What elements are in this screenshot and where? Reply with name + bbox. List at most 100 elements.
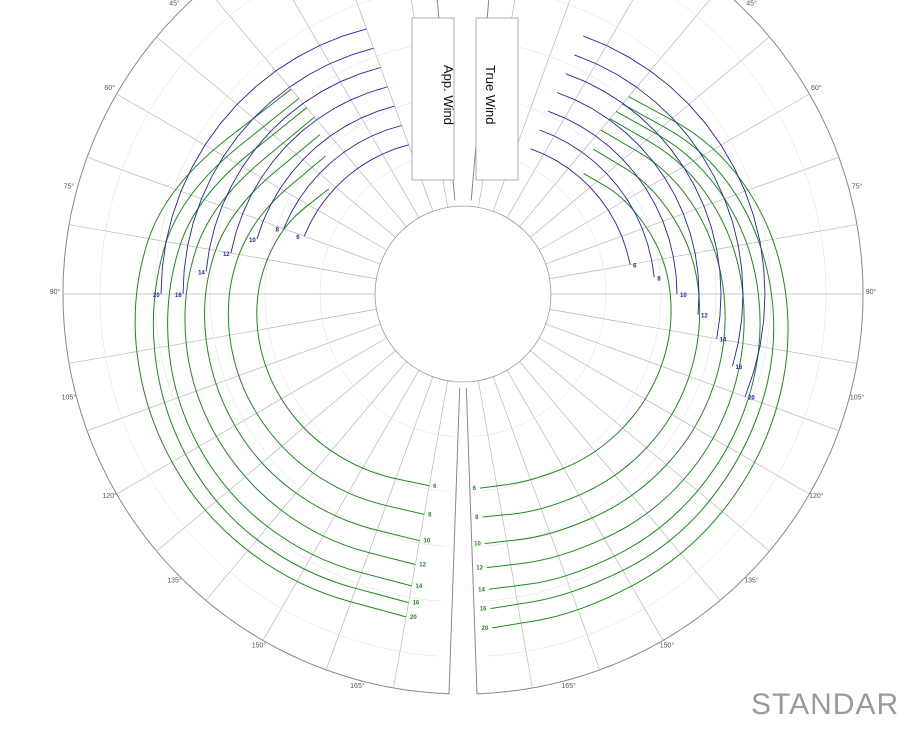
left-spoke [325,376,434,670]
right-spoke [545,323,839,432]
right-angle-tick: 165° [561,682,576,690]
left-spoke [393,380,449,688]
left-speed-ring [209,43,446,547]
right-panel-box [475,17,519,181]
right-angle-tick: 90° [866,288,877,296]
left-indicator-label-20: 20 [153,293,160,299]
left-indicator-label-10: 10 [249,238,256,244]
left-spoke [116,337,387,495]
left-spoke [205,361,407,601]
left-curve-16 [152,98,409,604]
curve-labels: 6 8 10 12 14 16 20 6 8 10 12 14 16 20 6 8 10 12 14 16 20 6 8 10… [153,228,755,632]
right-curve-10 [484,129,726,544]
left-angle-tick: 165° [350,682,365,690]
left-angle-tick: 90° [50,288,61,296]
left-angle-tick: 75° [64,182,75,190]
right-indicator-curve-8 [539,129,655,278]
right-curve-label-6: 6 [473,486,477,492]
right-curve-label-8: 8 [475,515,479,521]
left-spoke [69,224,377,280]
right-spoke [477,380,533,688]
left-indicator-curve-8 [283,125,402,229]
right-angle-tick: 45° [746,0,757,8]
right-indicator-label-8: 8 [657,276,661,282]
left-curve-8 [227,155,425,515]
right-angle-tick: 60° [811,84,822,92]
right-spoke [519,0,711,227]
right-angle-tick: 150° [660,641,675,649]
right-speed-ring [476,97,662,492]
left-fan-outline [62,0,461,695]
left-indicator-curve-20 [160,28,367,295]
left-spoke [215,0,407,227]
left-spoke [156,350,396,552]
left-indicator-label-14: 14 [198,271,205,277]
right-indicator-label-10: 10 [680,293,687,299]
right-indicator-curve-6 [530,148,631,265]
left-angle-tick: 60° [104,84,115,92]
right-curve-label-12: 12 [476,566,483,572]
polar-curves [134,28,789,629]
apparent-wind-label: App. Wind [441,65,456,125]
left-speed-ring [264,97,450,492]
left-curve-6 [256,188,430,487]
right-spoke [492,376,601,670]
right-indicator-label-16: 16 [736,365,743,371]
left-angle-tick: 150° [252,641,267,649]
left-spoke [292,0,420,218]
right-spoke [506,370,664,641]
center-hub [374,205,552,383]
left-spoke [116,93,387,251]
right-spoke [545,156,839,265]
right-speed-ring [484,0,772,602]
left-spoke [69,308,377,364]
right-curve-6 [479,172,672,489]
right-indicator-label-6: 6 [633,264,637,270]
left-angle-tick: 135° [167,576,182,584]
angle-tick-labels: 15°30°45°60°75°90°105°120°135°150°165°15… [50,0,877,690]
left-angle-tick: 120° [102,492,117,500]
left-spoke [156,36,396,238]
right-indicator-curve-20 [583,35,766,397]
left-curve-14 [167,107,412,587]
left-speed-ring [99,0,438,657]
left-curve-label-14: 14 [416,584,423,590]
left-speed-ring [154,0,442,602]
left-spoke [87,156,381,265]
left-curve-label-8: 8 [428,512,432,518]
left-angle-tick: 45° [169,0,180,8]
right-speed-ring [488,0,827,657]
left-spoke [262,370,420,641]
right-angle-tick: 135° [744,576,759,584]
right-curve-16 [490,103,775,610]
right-spoke [549,224,857,280]
left-indicator-curve-16 [182,47,374,295]
left-curve-label-12: 12 [419,562,426,568]
right-indicator-label-12: 12 [701,314,708,320]
right-spoke [530,350,770,552]
left-indicator-curve-6 [303,144,409,237]
right-angle-tick: 105° [850,394,865,402]
left-curve-12 [184,116,416,565]
right-angle-tick: 75° [852,182,863,190]
right-curve-label-14: 14 [478,587,485,593]
right-spoke [506,0,634,218]
right-indicator-curve-16 [574,54,744,367]
right-curve-label-20: 20 [482,626,489,632]
left-curve-20 [134,88,407,618]
left-curve-label-6: 6 [433,484,437,490]
left-speed-ring [319,152,454,437]
left-angle-tick: 105° [62,394,77,402]
right-curve-label-16: 16 [480,607,487,613]
right-curve-12 [486,118,745,569]
right-spoke [539,93,810,251]
right-spoke [519,361,721,601]
right-speed-ring [480,43,717,547]
right-spoke [549,308,857,364]
left-indicator-label-8: 8 [276,228,280,234]
right-indicator-curve-10 [548,110,678,295]
right-fan-outline [465,0,864,695]
right-indicator-label-20: 20 [748,396,755,402]
left-curve-label-16: 16 [413,601,420,607]
